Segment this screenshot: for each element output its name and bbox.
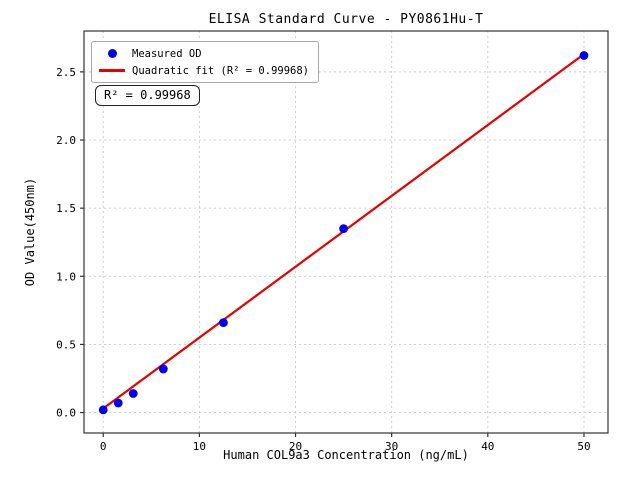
y-tick-label: 0.5 <box>56 338 76 351</box>
x-tick-label: 30 <box>385 440 398 453</box>
x-tick-label: 40 <box>481 440 494 453</box>
data-point <box>113 398 123 408</box>
legend-swatch <box>99 49 125 58</box>
data-point <box>98 405 108 415</box>
data-point <box>158 364 168 374</box>
legend: Measured OD Quadratic fit (R² = 0.99968) <box>91 41 320 83</box>
data-point <box>128 389 138 398</box>
x-tick-label: 10 <box>193 440 206 453</box>
legend-label: Quadratic fit (R² = 0.99968) <box>132 64 310 77</box>
y-axis-label: OD Value(450nm) <box>23 177 37 287</box>
legend-item-quadratic-fit: Quadratic fit (R² = 0.99968) <box>99 63 309 78</box>
legend-item-measured-od: Measured OD <box>99 46 309 61</box>
data-point <box>219 318 228 328</box>
y-tick-label: 1.0 <box>56 270 76 283</box>
x-axis-label: Human COL9a3 Concentration (ng/mL) <box>223 448 469 462</box>
data-point <box>339 224 348 233</box>
y-tick-label: 2.0 <box>56 134 76 147</box>
data-point <box>579 51 589 60</box>
legend-swatch <box>99 69 125 72</box>
legend-label: Measured OD <box>132 47 202 60</box>
plot-border <box>83 30 609 434</box>
fit-line-icon <box>99 69 125 72</box>
y-tick-label: 0.0 <box>56 407 76 420</box>
y-tick-label: 2.5 <box>56 66 76 79</box>
y-tick-label: 1.5 <box>56 202 76 215</box>
r-squared-annotation: R² = 0.99968 <box>95 85 200 106</box>
chart-title: ELISA Standard Curve - PY0861Hu-T <box>208 12 484 27</box>
x-tick-label: 50 <box>577 440 590 453</box>
x-tick-label: 20 <box>289 440 302 453</box>
x-tick-label: 0 <box>100 440 107 453</box>
scatter-marker-icon <box>107 49 117 58</box>
